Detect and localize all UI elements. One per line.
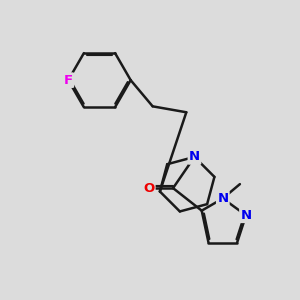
Text: N: N	[240, 209, 252, 222]
Text: O: O	[143, 182, 154, 195]
Text: F: F	[64, 74, 73, 87]
Text: N: N	[189, 150, 200, 164]
Text: N: N	[217, 192, 228, 205]
